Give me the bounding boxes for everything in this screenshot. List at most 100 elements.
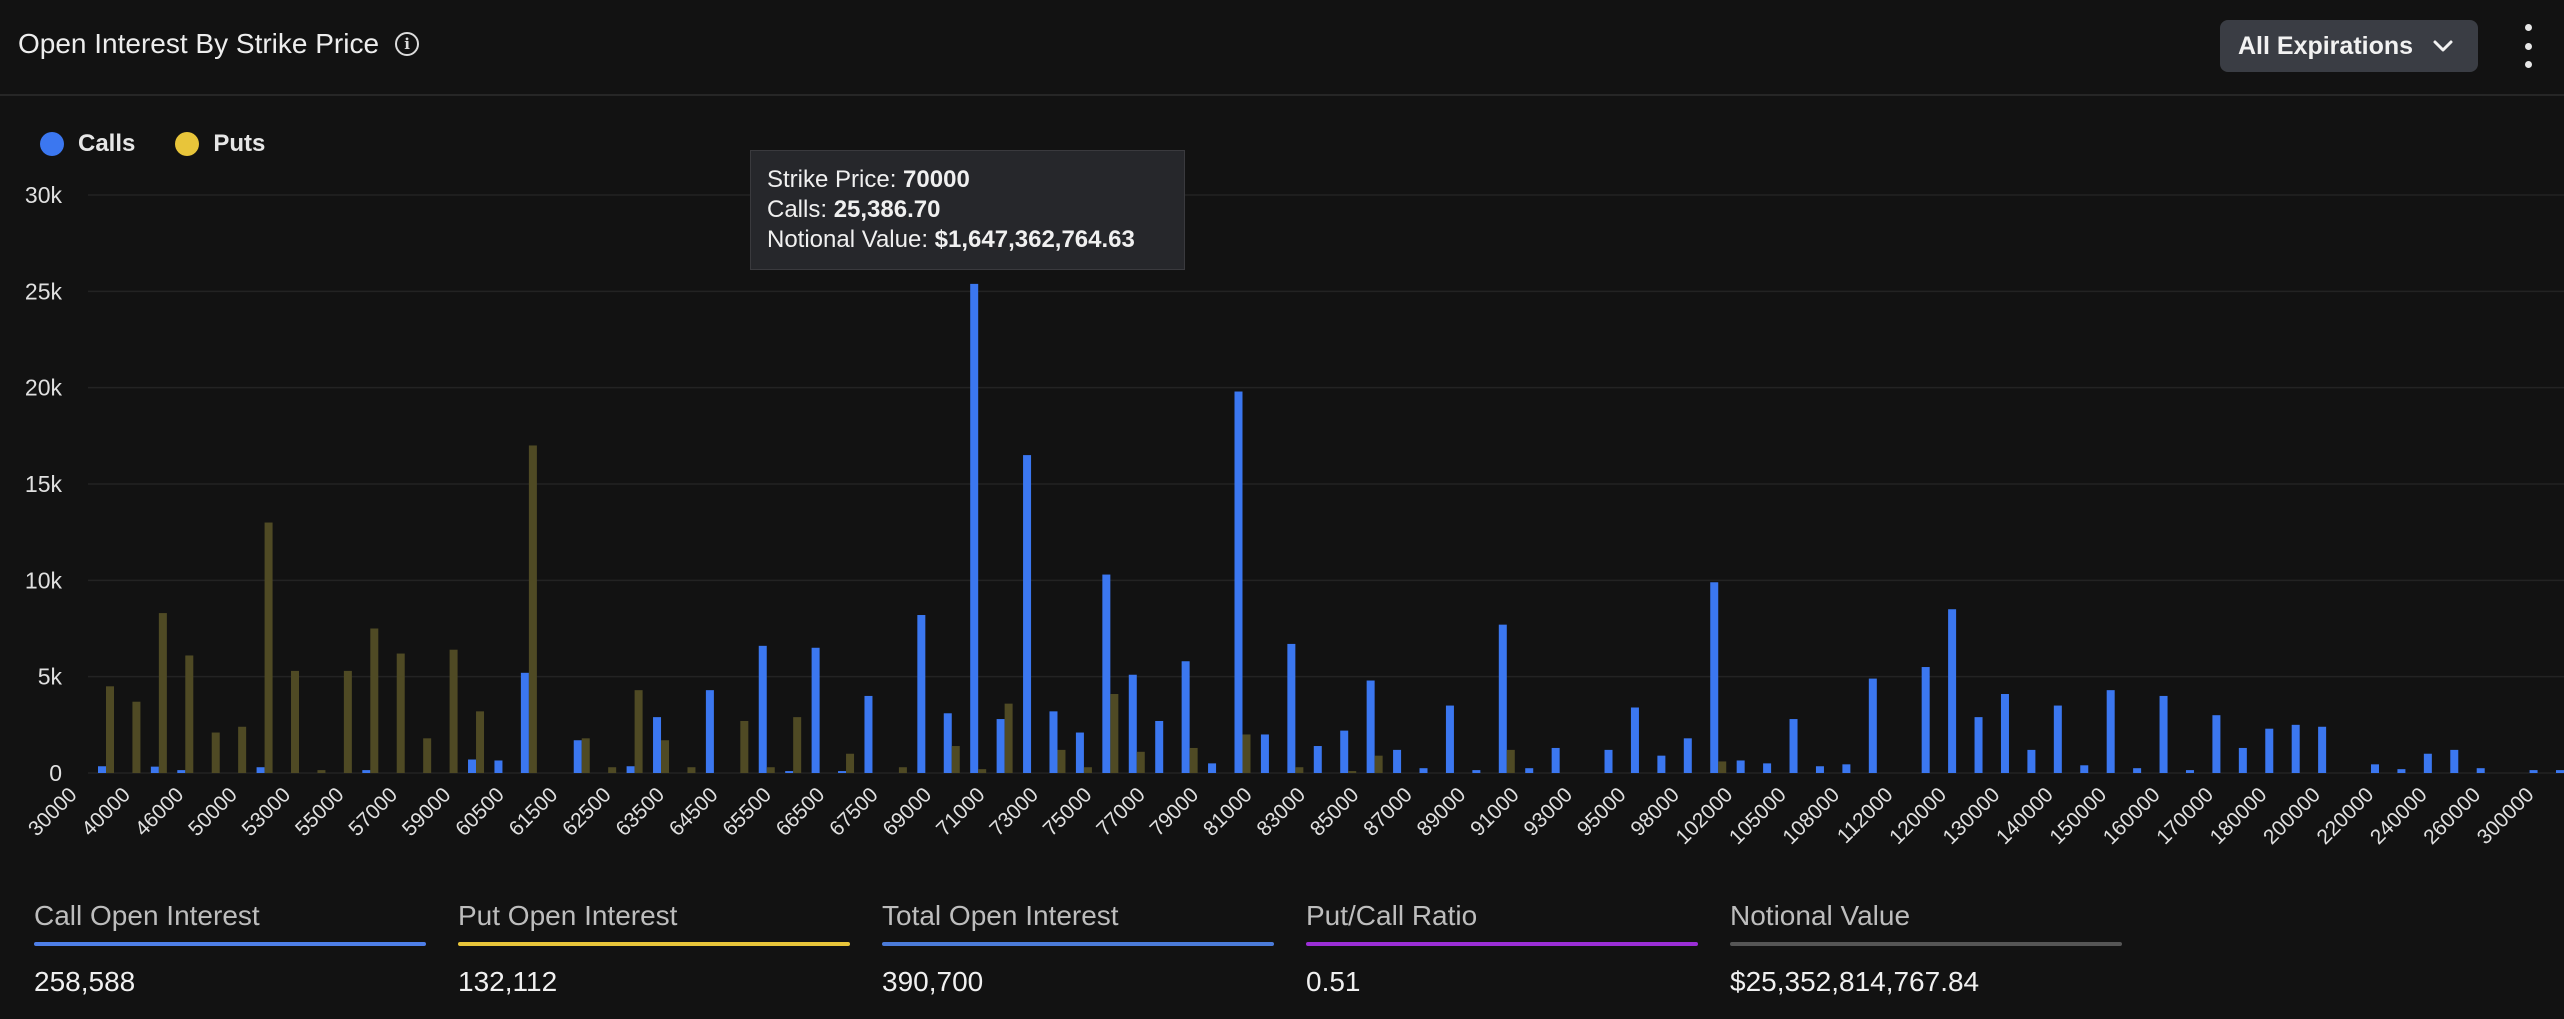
- put-bar[interactable]: [132, 701, 141, 773]
- call-bar[interactable]: [1419, 768, 1428, 773]
- put-bar[interactable]: [661, 740, 670, 773]
- put-bar[interactable]: [793, 717, 802, 773]
- call-bar[interactable]: [917, 615, 926, 773]
- put-bar[interactable]: [608, 767, 617, 773]
- call-bar[interactable]: [150, 766, 159, 773]
- call-bar[interactable]: [256, 767, 265, 773]
- call-bar[interactable]: [1630, 707, 1639, 773]
- call-bar[interactable]: [494, 760, 503, 773]
- call-bar[interactable]: [2159, 695, 2168, 773]
- call-bar[interactable]: [98, 766, 106, 773]
- call-bar[interactable]: [2529, 770, 2538, 773]
- call-bar[interactable]: [1472, 770, 1481, 773]
- call-bar[interactable]: [626, 766, 635, 773]
- put-bar[interactable]: [978, 769, 987, 773]
- call-bar[interactable]: [1948, 609, 1957, 773]
- call-bar[interactable]: [2397, 769, 2406, 773]
- put-bar[interactable]: [370, 628, 379, 774]
- call-bar[interactable]: [2080, 765, 2089, 773]
- call-bar[interactable]: [1921, 667, 1930, 773]
- legend-item-calls[interactable]: Calls: [40, 130, 135, 158]
- call-bar[interactable]: [1815, 766, 1824, 773]
- call-bar[interactable]: [1155, 720, 1164, 773]
- call-bar[interactable]: [1498, 624, 1507, 773]
- call-bar[interactable]: [1445, 705, 1454, 773]
- call-bar[interactable]: [520, 672, 529, 773]
- call-bar[interactable]: [2423, 753, 2432, 773]
- call-bar[interactable]: [1128, 674, 1137, 773]
- call-bar[interactable]: [1049, 711, 1058, 773]
- call-bar[interactable]: [1657, 755, 1666, 773]
- call-bar[interactable]: [2476, 768, 2485, 773]
- call-bar[interactable]: [2212, 715, 2221, 773]
- put-bar[interactable]: [1136, 751, 1145, 773]
- put-bar[interactable]: [1004, 703, 1013, 773]
- put-bar[interactable]: [476, 711, 485, 773]
- put-bar[interactable]: [898, 767, 907, 773]
- call-bar[interactable]: [1974, 717, 1983, 773]
- put-bar[interactable]: [1348, 771, 1357, 773]
- call-bar[interactable]: [2265, 728, 2274, 773]
- call-bar[interactable]: [1842, 764, 1851, 773]
- put-bar[interactable]: [634, 690, 643, 773]
- info-icon[interactable]: i: [395, 32, 420, 56]
- call-bar[interactable]: [2291, 724, 2300, 773]
- put-bar[interactable]: [687, 767, 696, 773]
- call-bar[interactable]: [1393, 749, 1402, 773]
- call-bar[interactable]: [362, 770, 371, 773]
- call-bar[interactable]: [1710, 582, 1719, 773]
- call-bar[interactable]: [838, 771, 847, 773]
- put-bar[interactable]: [106, 686, 114, 773]
- call-bar[interactable]: [705, 690, 714, 773]
- call-bar[interactable]: [1102, 574, 1111, 773]
- call-bar[interactable]: [1234, 391, 1243, 773]
- call-bar[interactable]: [1789, 719, 1798, 773]
- call-bar[interactable]: [758, 645, 767, 773]
- put-bar[interactable]: [423, 738, 432, 773]
- put-bar[interactable]: [766, 767, 775, 773]
- call-bar[interactable]: [943, 713, 952, 773]
- put-bar[interactable]: [951, 746, 960, 773]
- call-bar[interactable]: [2556, 770, 2564, 773]
- call-bar[interactable]: [1313, 746, 1322, 773]
- call-bar[interactable]: [1340, 730, 1349, 773]
- call-bar[interactable]: [468, 759, 477, 773]
- call-bar[interactable]: [2370, 764, 2379, 773]
- call-bar[interactable]: [1075, 732, 1084, 773]
- call-bar[interactable]: [1287, 643, 1296, 773]
- call-bar[interactable]: [864, 695, 873, 773]
- call-bar[interactable]: [2106, 690, 2115, 773]
- put-bar[interactable]: [581, 738, 590, 773]
- call-bar[interactable]: [2318, 726, 2327, 773]
- call-bar[interactable]: [2185, 770, 2194, 773]
- expiration-dropdown[interactable]: All Expirations: [2220, 20, 2478, 72]
- put-bar[interactable]: [1295, 767, 1304, 773]
- call-bar[interactable]: [2133, 768, 2142, 773]
- call-bar[interactable]: [2000, 694, 2009, 773]
- call-bar[interactable]: [2027, 749, 2036, 773]
- call-bar[interactable]: [1260, 734, 1269, 773]
- call-bar[interactable]: [1525, 768, 1534, 773]
- put-bar[interactable]: [158, 613, 167, 773]
- call-bar[interactable]: [1181, 661, 1190, 773]
- call-bar[interactable]: [2238, 747, 2247, 773]
- call-bar[interactable]: [2053, 705, 2062, 773]
- put-bar[interactable]: [1506, 749, 1515, 773]
- put-bar[interactable]: [396, 653, 405, 773]
- put-bar[interactable]: [343, 670, 352, 773]
- call-bar[interactable]: [573, 740, 582, 773]
- call-bar[interactable]: [1551, 747, 1560, 773]
- put-bar[interactable]: [1057, 749, 1066, 773]
- call-bar[interactable]: [1604, 749, 1613, 773]
- put-bar[interactable]: [211, 732, 220, 773]
- more-options-icon[interactable]: [2515, 24, 2541, 68]
- put-bar[interactable]: [291, 670, 300, 773]
- put-bar[interactable]: [317, 770, 326, 773]
- call-bar[interactable]: [1366, 680, 1375, 773]
- put-bar[interactable]: [1189, 747, 1198, 773]
- call-bar[interactable]: [2450, 749, 2459, 773]
- put-bar[interactable]: [1242, 734, 1251, 773]
- call-bar[interactable]: [653, 717, 662, 773]
- legend-item-puts[interactable]: Puts: [175, 130, 265, 158]
- put-bar[interactable]: [185, 655, 194, 773]
